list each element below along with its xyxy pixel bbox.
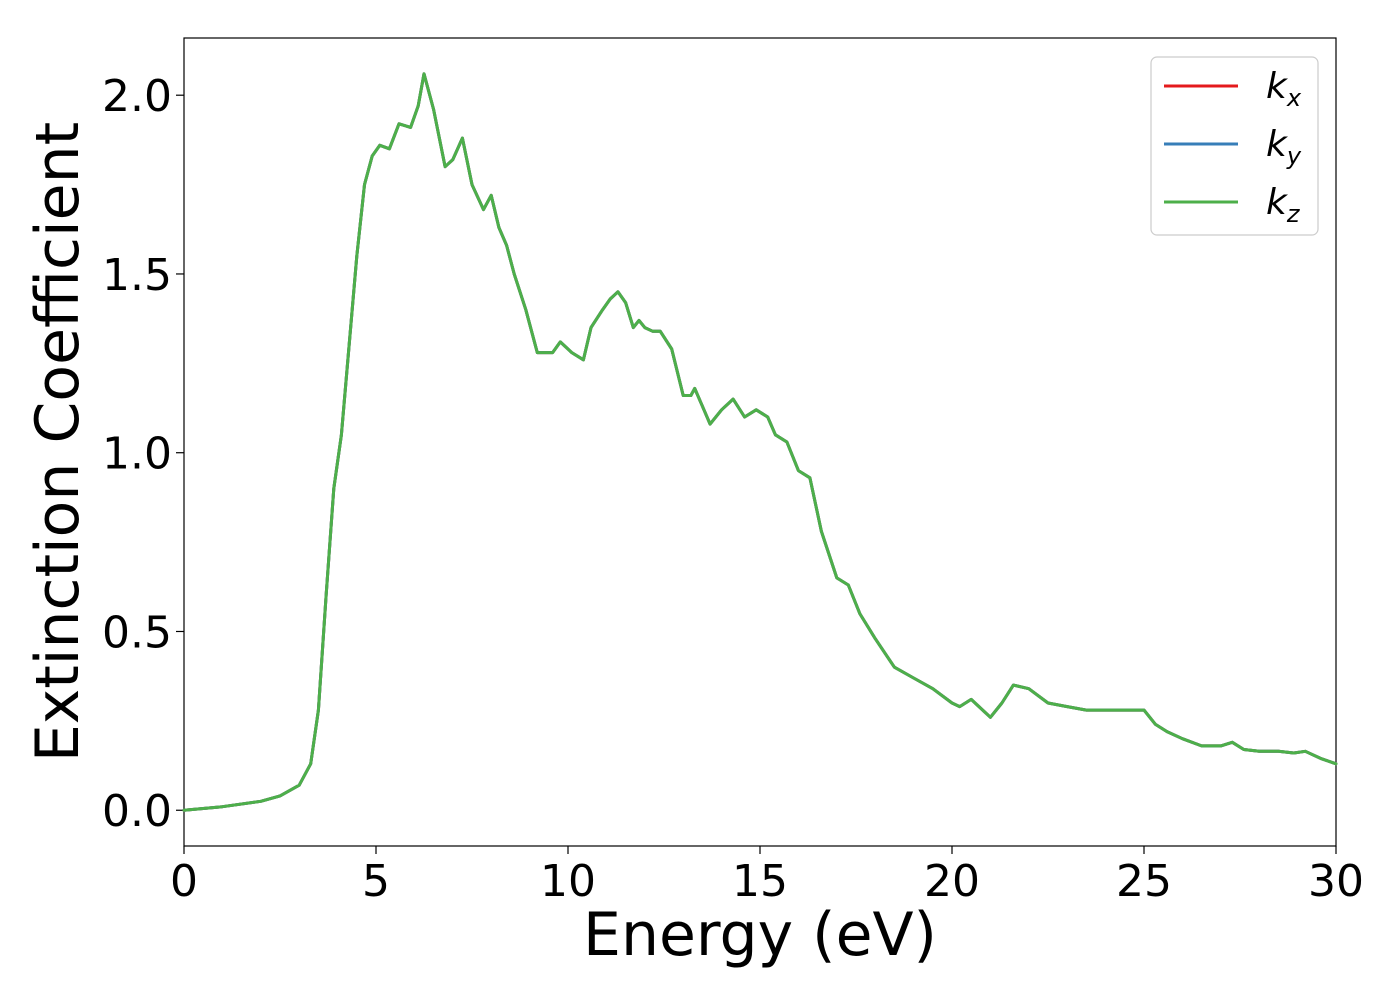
x-tick-label: 0 <box>170 856 198 907</box>
legend-label-sub: z <box>1286 200 1301 228</box>
legend-label-main: k <box>1266 66 1289 107</box>
x-tick-label: 30 <box>1308 856 1364 907</box>
legend-box <box>1150 56 1319 236</box>
x-tick-label: 5 <box>362 856 390 907</box>
y-axis: 0.0 0.5 1.0 1.5 2.0 <box>102 71 184 837</box>
y-tick-label: 0.0 <box>102 786 172 837</box>
legend-label: kz <box>1266 182 1301 228</box>
y-axis-title: Extinction Coefficient <box>23 122 93 762</box>
legend-label-sub: x <box>1286 84 1302 112</box>
x-axis: 0 5 10 15 20 25 30 <box>170 846 1364 907</box>
y-tick-label: 1.0 <box>102 429 172 480</box>
legend-label-main: k <box>1266 124 1289 165</box>
x-tick-label: 25 <box>1116 856 1172 907</box>
legend-label-sub: y <box>1286 142 1302 170</box>
x-tick-label: 20 <box>924 856 980 907</box>
y-tick-label: 0.5 <box>102 607 172 658</box>
y-tick-label: 1.5 <box>102 250 172 301</box>
legend-label: kx <box>1266 66 1302 112</box>
series-line-k-z <box>182 72 1338 812</box>
y-tick-label: 2.0 <box>102 71 172 122</box>
x-tick-label: 15 <box>732 856 788 907</box>
legend-label: ky <box>1266 124 1302 170</box>
series-layer <box>182 72 1338 812</box>
legend-label-main: k <box>1266 182 1289 223</box>
x-tick-label: 10 <box>540 856 596 907</box>
x-axis-title: Energy (eV) <box>583 900 937 970</box>
